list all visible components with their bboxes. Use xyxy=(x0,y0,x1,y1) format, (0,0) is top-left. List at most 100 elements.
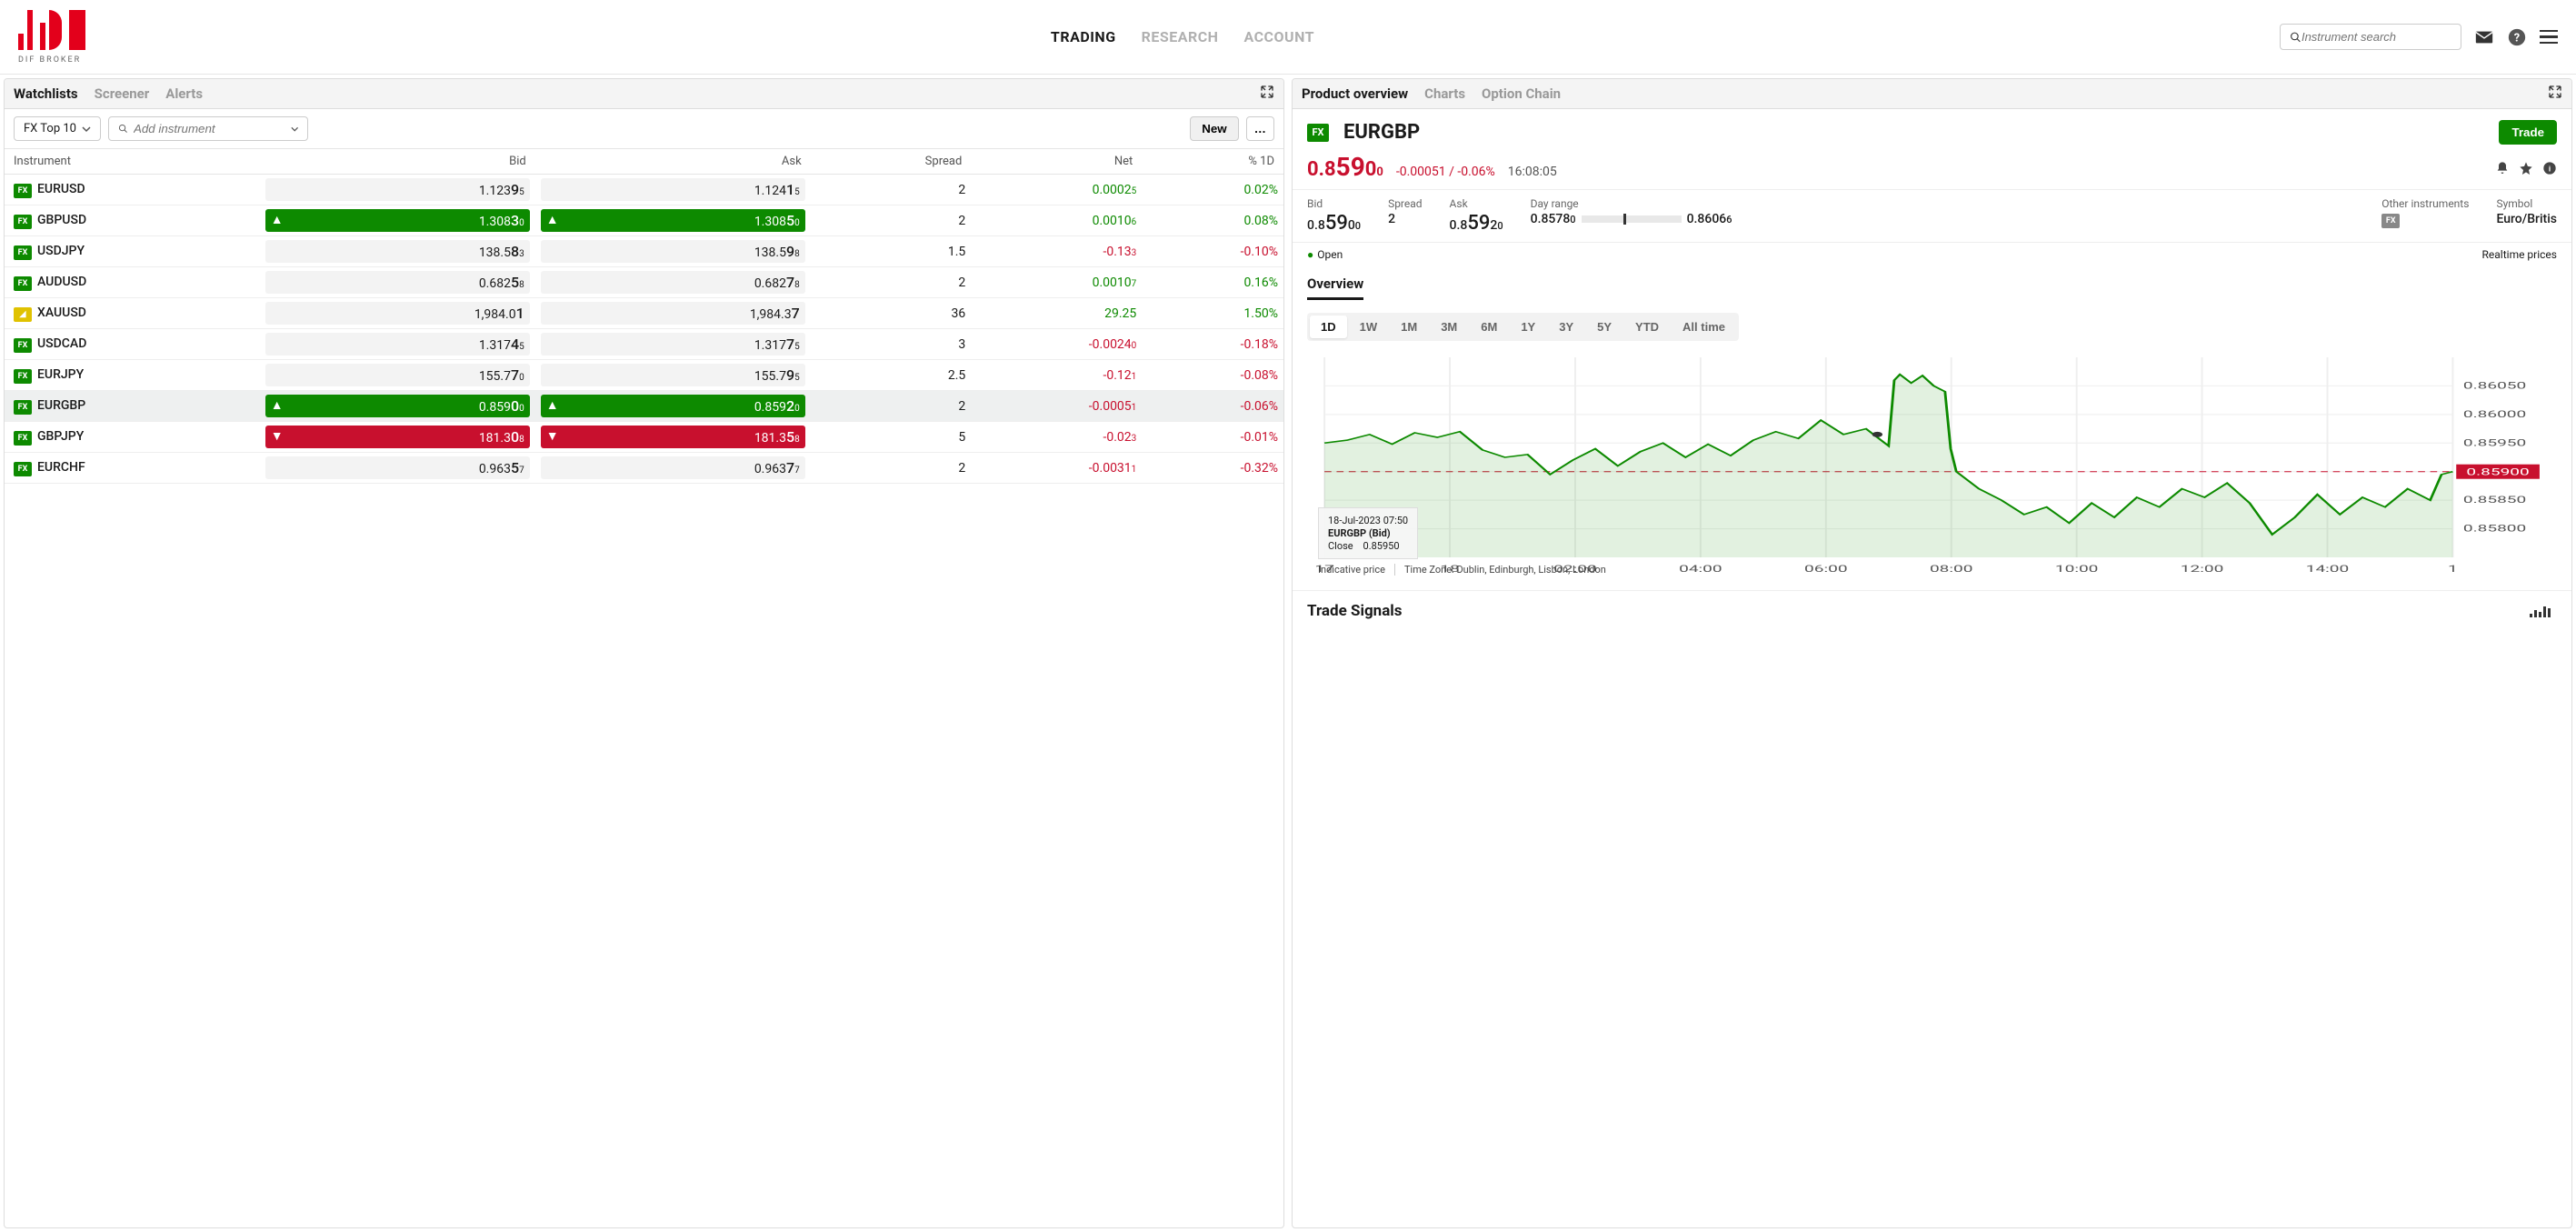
table-row[interactable]: FXUSDCAD 1.31745 1.31775 3 -0.00240 -0.1… xyxy=(5,329,1283,360)
tab-watchlists[interactable]: Watchlists xyxy=(14,85,78,102)
left-panel-tabs: Watchlists Screener Alerts xyxy=(5,79,1283,109)
watchlist-dropdown[interactable]: FX Top 10 xyxy=(14,116,101,141)
chevron-down-icon xyxy=(291,125,298,134)
bid-price[interactable]: 0.96357 xyxy=(265,456,530,479)
range-bar xyxy=(1582,215,1682,223)
search-input[interactable] xyxy=(2301,30,2451,44)
chart-footer-note: Indicative price Time Zone: Dublin, Edin… xyxy=(1318,564,1615,576)
tab-option-chain[interactable]: Option Chain xyxy=(1482,85,1561,102)
col-bid[interactable]: Bid xyxy=(260,149,535,175)
col-spread[interactable]: Spread xyxy=(811,149,972,175)
timeframe-buttons: 1D1W1M3M6M1Y3Y5YYTDAll time xyxy=(1307,313,1739,341)
spread-value: 2 xyxy=(811,391,972,422)
product-stats: Bid 0.85900 Spread 2 Ask 0.85920 Day ran… xyxy=(1293,189,2571,242)
tab-screener[interactable]: Screener xyxy=(95,85,150,102)
table-row[interactable]: FXEURGBP ▲0.85900 ▲0.85920 2 -0.00051 -0… xyxy=(5,391,1283,422)
ask-price[interactable]: ▼181.358 xyxy=(541,426,805,448)
table-row[interactable]: ◢XAUUSD 1,984.01 1,984.37 36 29.25 1.50% xyxy=(5,298,1283,329)
overview-tab[interactable]: Overview xyxy=(1307,275,1363,300)
range-1m[interactable]: 1M xyxy=(1390,316,1428,338)
ask-price[interactable]: 0.68278 xyxy=(541,271,805,294)
stat-bid: Bid 0.85900 xyxy=(1307,197,1361,235)
ask-price[interactable]: 155.795 xyxy=(541,364,805,386)
bid-price[interactable]: 1.31745 xyxy=(265,333,530,356)
col-pct[interactable]: % 1D xyxy=(1142,149,1283,175)
logo[interactable]: DIF BROKER xyxy=(18,10,85,65)
stat-spread: Spread 2 xyxy=(1388,197,1422,235)
net-value: 29.25 xyxy=(971,298,1142,329)
bid-price[interactable]: 1,984.01 xyxy=(265,302,530,325)
range-ytd[interactable]: YTD xyxy=(1624,316,1670,338)
table-row[interactable]: FXUSDJPY 138.583 138.598 1.5 -0.133 -0.1… xyxy=(5,236,1283,267)
table-row[interactable]: FXGBPUSD ▲1.30830 ▲1.30850 2 0.00106 0.0… xyxy=(5,205,1283,236)
bid-price[interactable]: 0.68258 xyxy=(265,271,530,294)
nav-research[interactable]: RESEARCH xyxy=(1142,28,1219,45)
mail-icon[interactable] xyxy=(2474,27,2494,47)
nav-account[interactable]: ACCOUNT xyxy=(1243,28,1314,45)
net-value: 0.00025 xyxy=(971,175,1142,205)
fx-badge: FX xyxy=(14,369,32,384)
nav-trading[interactable]: TRADING xyxy=(1051,28,1116,45)
bid-price[interactable]: 155.770 xyxy=(265,364,530,386)
ask-price[interactable]: 0.96377 xyxy=(541,456,805,479)
trade-button[interactable]: Trade xyxy=(2499,120,2557,145)
col-net[interactable]: Net xyxy=(971,149,1142,175)
pct-value: -0.06% xyxy=(1142,391,1283,422)
table-row[interactable]: FXAUDUSD 0.68258 0.68278 2 0.00107 0.16% xyxy=(5,267,1283,298)
ask-price[interactable]: ▲1.30850 xyxy=(541,209,805,232)
range-1y[interactable]: 1Y xyxy=(1510,316,1546,338)
spread-value: 5 xyxy=(811,422,972,453)
range-all time[interactable]: All time xyxy=(1672,316,1736,338)
logo-text: DIF BROKER xyxy=(18,55,81,65)
range-3m[interactable]: 3M xyxy=(1430,316,1468,338)
fx-badge: FX xyxy=(14,400,32,415)
instrument-name: XAUUSD xyxy=(37,305,86,320)
tab-charts[interactable]: Charts xyxy=(1424,85,1465,102)
col-instrument[interactable]: Instrument xyxy=(5,149,260,175)
range-1w[interactable]: 1W xyxy=(1349,316,1389,338)
bid-price[interactable]: 1.12395 xyxy=(265,178,530,201)
new-button[interactable]: New xyxy=(1190,116,1238,141)
table-row[interactable]: FXEURJPY 155.770 155.795 2.5 -0.121 -0.0… xyxy=(5,360,1283,391)
help-icon[interactable]: ? xyxy=(2507,27,2527,47)
expand-icon[interactable] xyxy=(2548,85,2562,103)
col-ask[interactable]: Ask xyxy=(535,149,811,175)
net-value: -0.00051 xyxy=(971,391,1142,422)
range-1d[interactable]: 1D xyxy=(1310,316,1347,338)
trade-signals-section[interactable]: Trade Signals xyxy=(1293,590,2571,631)
bell-icon[interactable] xyxy=(2495,161,2510,179)
global-search[interactable] xyxy=(2280,24,2461,50)
ask-price[interactable]: 138.598 xyxy=(541,240,805,263)
info-icon[interactable]: i xyxy=(2542,161,2557,179)
svg-text:0.85850: 0.85850 xyxy=(2463,495,2526,506)
instrument-name: USDJPY xyxy=(37,244,85,258)
ask-price[interactable]: 1.12415 xyxy=(541,178,805,201)
product-overview-panel: Product overview Charts Option Chain FX … xyxy=(1292,78,2572,1228)
tab-product-overview[interactable]: Product overview xyxy=(1302,85,1408,102)
bid-price[interactable]: 138.583 xyxy=(265,240,530,263)
add-instrument-search[interactable] xyxy=(108,116,308,141)
add-instrument-input[interactable] xyxy=(134,122,285,135)
stat-ask: Ask 0.85920 xyxy=(1450,197,1503,235)
table-row[interactable]: FXGBPJPY ▼181.308 ▼181.358 5 -0.023 -0.0… xyxy=(5,422,1283,453)
price-chart[interactable]: 0.860500.860000.859500.859000.858500.858… xyxy=(1307,350,2557,581)
tab-alerts[interactable]: Alerts xyxy=(165,85,203,102)
range-3y[interactable]: 3Y xyxy=(1548,316,1584,338)
ask-price[interactable]: ▲0.85920 xyxy=(541,395,805,417)
range-6m[interactable]: 6M xyxy=(1470,316,1508,338)
table-row[interactable]: FXEURCHF 0.96357 0.96377 2 -0.00311 -0.3… xyxy=(5,453,1283,484)
range-5y[interactable]: 5Y xyxy=(1586,316,1622,338)
ask-price[interactable]: 1,984.37 xyxy=(541,302,805,325)
bid-price[interactable]: ▼181.308 xyxy=(265,426,530,448)
hamburger-menu-icon[interactable] xyxy=(2540,30,2558,45)
expand-icon[interactable] xyxy=(1260,85,1274,103)
ask-price[interactable]: 1.31775 xyxy=(541,333,805,356)
table-row[interactable]: FXEURUSD 1.12395 1.12415 2 0.00025 0.02% xyxy=(5,175,1283,205)
main-layout: Watchlists Screener Alerts FX Top 10 New… xyxy=(0,75,2576,1232)
more-button[interactable]: … xyxy=(1246,116,1274,141)
stat-other-instruments[interactable]: Other instruments FX xyxy=(2381,197,2469,235)
bid-price[interactable]: ▲0.85900 xyxy=(265,395,530,417)
search-icon xyxy=(2290,31,2301,44)
star-icon[interactable] xyxy=(2519,161,2533,179)
bid-price[interactable]: ▲1.30830 xyxy=(265,209,530,232)
